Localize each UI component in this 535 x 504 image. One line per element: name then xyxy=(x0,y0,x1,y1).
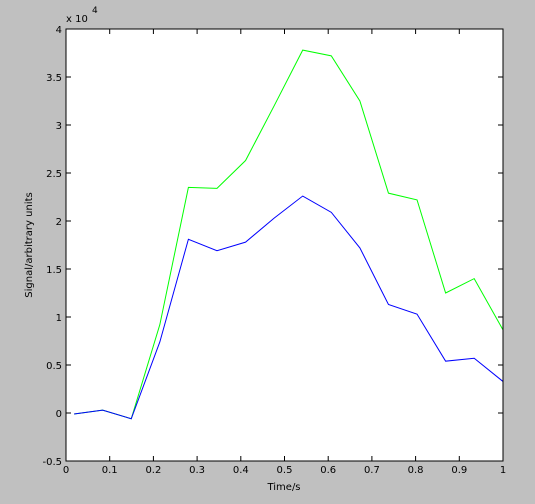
axes-box xyxy=(65,28,504,462)
x-axis-label: Time/s xyxy=(266,482,300,493)
x-tick-label: 0.5 xyxy=(277,465,293,476)
y-multiplier: x 10 xyxy=(66,14,88,25)
x-tick-label: 0.7 xyxy=(364,465,380,476)
x-tick-label: 0 xyxy=(63,465,69,476)
y-tick-label: 2 xyxy=(56,217,62,228)
x-tick-label: 0.3 xyxy=(189,465,205,476)
y-axis-label: Signal/arbitrary units xyxy=(24,192,35,297)
data-line xyxy=(74,195,504,420)
y-tick-label: 0 xyxy=(56,409,62,420)
x-tick-label: 0.6 xyxy=(320,465,336,476)
y-tick-label: 1.5 xyxy=(46,265,62,276)
y-tick-label: 1 xyxy=(56,313,62,324)
y-multiplier-exponent: 4 xyxy=(92,6,98,16)
data-line xyxy=(74,49,504,420)
y-tick-label: 0.5 xyxy=(46,361,62,372)
y-tick-label: 3.5 xyxy=(46,73,62,84)
x-tick-label: 0.2 xyxy=(145,465,161,476)
y-tick-label: 3 xyxy=(56,121,62,132)
x-tick-label: 1 xyxy=(500,465,506,476)
y-tick-label: -0.5 xyxy=(42,457,62,468)
x-tick-label: 0.8 xyxy=(408,465,424,476)
x-tick-label: 0.1 xyxy=(102,465,118,476)
plot-area xyxy=(66,29,503,461)
x-tick-label: 0.4 xyxy=(233,465,249,476)
y-tick-label: 2.5 xyxy=(46,169,62,180)
x-tick-label: 0.9 xyxy=(451,465,467,476)
y-tick-label: 4 xyxy=(56,25,62,36)
